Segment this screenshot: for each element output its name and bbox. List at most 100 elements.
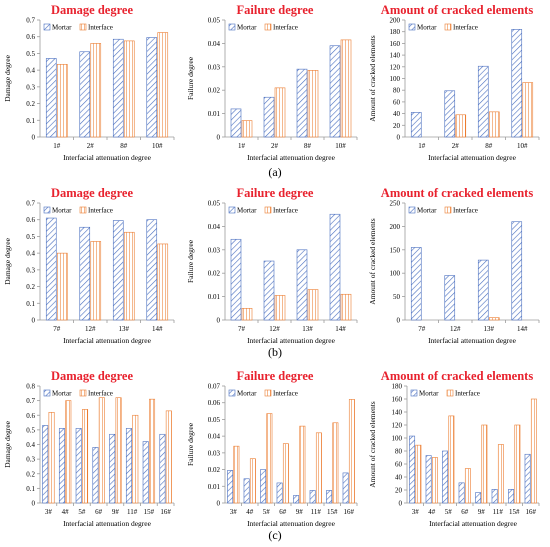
legend-swatch bbox=[410, 389, 418, 397]
legend-label: Mortar bbox=[52, 207, 72, 215]
y-tick-label: 150 bbox=[390, 246, 401, 254]
legend-swatch bbox=[228, 389, 236, 397]
chart-1: Damage degree 0 0.1 0.2 0.3 0.4 0.5 0.6 0.7 Damag… bbox=[3, 3, 175, 162]
x-tick-label: 3# bbox=[45, 508, 53, 516]
y-tick-label: 20 bbox=[393, 122, 401, 130]
x-tick-label: 2# bbox=[452, 142, 460, 150]
bar-interface bbox=[266, 413, 273, 504]
bar-mortar bbox=[159, 433, 166, 504]
chart-title: Damage degree bbox=[51, 186, 133, 200]
bar-interface bbox=[123, 231, 135, 321]
bar-interface bbox=[282, 443, 289, 504]
bar-interface bbox=[431, 457, 438, 504]
bar-mortar bbox=[442, 450, 449, 504]
x-tick-label: 4# bbox=[428, 508, 436, 516]
x-tick-label: 14# bbox=[152, 325, 163, 333]
legend-swatch bbox=[79, 389, 87, 397]
y-tick-label: 0.6 bbox=[26, 216, 35, 224]
bar-mortar bbox=[296, 249, 308, 321]
y-tick-label: 180 bbox=[392, 383, 403, 391]
legend-label: Mortar bbox=[52, 390, 72, 398]
x-axis-label: Interfacial attenuation degree bbox=[429, 519, 518, 528]
legend-label: Interface bbox=[455, 390, 480, 398]
y-tick-label: 0.04 bbox=[208, 40, 221, 48]
bar-mortar bbox=[142, 441, 149, 504]
bar-interface bbox=[274, 295, 286, 321]
bar-interface bbox=[157, 243, 169, 321]
legend-swatch bbox=[264, 23, 272, 31]
bar-mortar bbox=[58, 428, 65, 504]
x-tick-label: 2# bbox=[271, 142, 279, 150]
legend-swatch bbox=[446, 389, 454, 397]
x-tick-label: 7# bbox=[53, 325, 61, 333]
y-tick-label: 120 bbox=[392, 422, 403, 430]
bar-interface bbox=[241, 307, 253, 321]
bar-interface bbox=[48, 412, 55, 504]
y-tick-label: 0.4 bbox=[26, 67, 35, 75]
bar-mortar bbox=[511, 29, 523, 138]
y-tick-label: 200 bbox=[390, 17, 401, 25]
x-tick-label: 1# bbox=[418, 142, 426, 150]
bar-interface bbox=[274, 87, 286, 138]
bar-interface bbox=[165, 410, 172, 504]
bar-mortar bbox=[508, 489, 515, 504]
bar-interface bbox=[340, 293, 352, 321]
y-tick-label: 100 bbox=[390, 270, 401, 278]
bar-mortar bbox=[230, 238, 242, 321]
bar-mortar bbox=[511, 221, 523, 321]
y-tick-label: 180 bbox=[390, 28, 401, 36]
x-tick-label: 11# bbox=[127, 508, 138, 516]
panel-label-a: (a) bbox=[268, 165, 282, 179]
x-tick-label: 15# bbox=[509, 508, 520, 516]
chart-title: Amount of cracked elements bbox=[381, 369, 534, 383]
bar-mortar bbox=[243, 478, 250, 504]
y-tick-label: 0.03 bbox=[208, 246, 221, 254]
y-axis-label: Amount of cracked elements bbox=[368, 401, 377, 488]
bar-mortar bbox=[296, 68, 308, 138]
bar-interface bbox=[415, 444, 422, 504]
bar-interface bbox=[56, 63, 68, 138]
bar-mortar bbox=[276, 482, 283, 504]
x-tick-label: 6# bbox=[461, 508, 469, 516]
legend-label: Mortar bbox=[52, 24, 72, 32]
y-axis-label: Failure degree bbox=[186, 56, 195, 100]
bar-interface bbox=[307, 289, 319, 321]
y-tick-label: 0 bbox=[217, 500, 221, 508]
bar-interface bbox=[455, 114, 467, 138]
y-tick-label: 0.7 bbox=[26, 200, 35, 208]
chart-3: Amount of cracked elements 0 20 40 60 80 100 12… bbox=[368, 3, 540, 162]
y-tick-label: 140 bbox=[390, 52, 401, 60]
y-tick-label: 0 bbox=[32, 134, 36, 142]
x-tick-label: 9# bbox=[296, 508, 304, 516]
x-tick-label: 12# bbox=[450, 325, 461, 333]
x-axis-label: Interfacial attenuation degree bbox=[428, 336, 517, 345]
x-axis-label: Interfacial attenuation degree bbox=[63, 519, 152, 528]
bar-interface bbox=[448, 415, 455, 504]
y-tick-label: 0 bbox=[217, 317, 221, 325]
panel-label-b: (b) bbox=[268, 345, 282, 359]
bar-interface bbox=[56, 252, 68, 321]
x-tick-label: 7# bbox=[418, 325, 426, 333]
bar-interface bbox=[157, 32, 169, 138]
bar-interface bbox=[299, 425, 306, 504]
x-tick-label: 1# bbox=[238, 142, 246, 150]
bar-mortar bbox=[444, 90, 456, 138]
legend-label: Interface bbox=[273, 207, 298, 215]
x-tick-label: 15# bbox=[327, 508, 338, 516]
y-tick-label: 160 bbox=[392, 396, 403, 404]
y-tick-label: 0 bbox=[397, 317, 401, 325]
bar-mortar bbox=[477, 65, 489, 138]
y-tick-label: 40 bbox=[395, 474, 403, 482]
y-tick-label: 0.02 bbox=[208, 87, 221, 95]
y-tick-label: 0 bbox=[32, 500, 36, 508]
bar-interface bbox=[332, 422, 339, 504]
chart-6: Amount of cracked elements 0 50 100 150 200 25… bbox=[368, 186, 540, 345]
x-tick-label: 4# bbox=[62, 508, 70, 516]
y-tick-label: 20 bbox=[395, 487, 403, 495]
x-tick-label: 3# bbox=[412, 508, 420, 516]
y-tick-label: 0.01 bbox=[208, 293, 221, 301]
y-tick-label: 0.7 bbox=[26, 397, 35, 405]
y-tick-label: 0 bbox=[397, 134, 401, 142]
bar-mortar bbox=[92, 447, 99, 504]
